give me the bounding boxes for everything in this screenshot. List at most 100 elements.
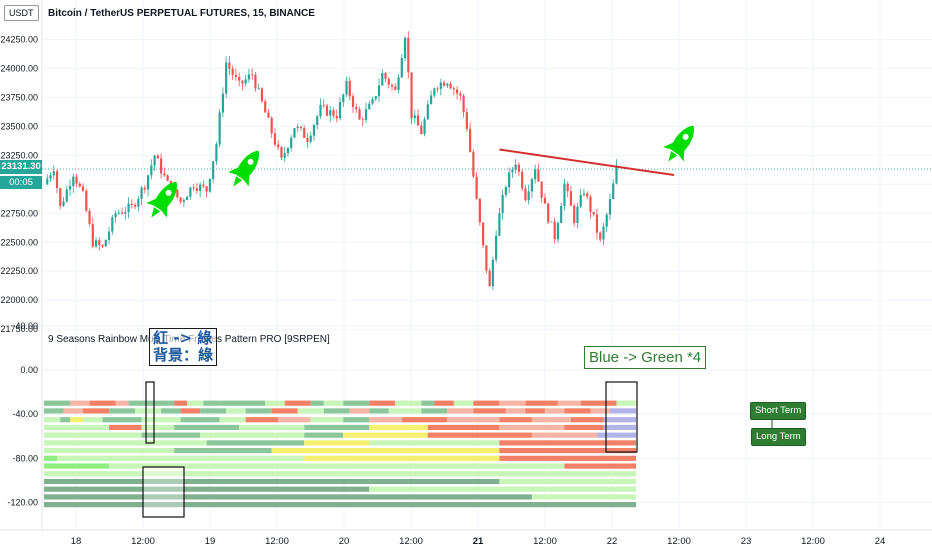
ribbon-segment bbox=[473, 408, 506, 414]
ribbon-segment bbox=[531, 494, 636, 500]
time-tick-label: 23 bbox=[741, 536, 752, 547]
candle-body bbox=[85, 190, 88, 211]
candle-body bbox=[413, 115, 416, 119]
candle-body bbox=[472, 151, 475, 177]
rocket-icon bbox=[146, 181, 177, 218]
ribbon-segment bbox=[499, 424, 565, 431]
candle-body bbox=[550, 221, 553, 223]
candle-body bbox=[530, 179, 534, 192]
ribbon-segment bbox=[603, 417, 636, 423]
candle-body bbox=[455, 89, 459, 94]
candle-body bbox=[608, 199, 612, 215]
ribbon-segment bbox=[44, 424, 110, 431]
candle-body bbox=[270, 117, 273, 134]
ribbon-segment bbox=[304, 455, 500, 461]
ribbon-segment bbox=[421, 400, 435, 406]
candle-body bbox=[429, 95, 433, 105]
candle-body bbox=[46, 178, 49, 185]
rocket-body bbox=[670, 125, 694, 156]
ribbon-segment bbox=[44, 463, 110, 469]
ribbon-segment bbox=[70, 400, 90, 406]
ribbon-segment bbox=[44, 494, 532, 500]
ribbon-segment bbox=[590, 408, 610, 414]
blue-to-green-note: Blue -> Green *4 bbox=[584, 346, 707, 369]
candle-body bbox=[120, 212, 124, 214]
short-term-label[interactable]: Short Term bbox=[750, 402, 807, 420]
candle-body bbox=[543, 197, 547, 204]
rocket-fin-right bbox=[678, 146, 685, 162]
candle-body bbox=[416, 115, 420, 126]
candle-body bbox=[527, 191, 530, 201]
time-tick-label: 21 bbox=[473, 536, 484, 547]
candle-body bbox=[306, 137, 309, 142]
candle-body bbox=[605, 214, 608, 227]
candle-body bbox=[397, 77, 400, 90]
indicator-tick-label: 0.00 bbox=[20, 365, 38, 375]
candle-body bbox=[55, 171, 59, 189]
candle-body bbox=[231, 68, 234, 76]
indicator-tick-label: -40.00 bbox=[12, 409, 38, 419]
candle-body bbox=[436, 88, 439, 90]
ribbon-segment bbox=[63, 408, 84, 414]
time-tick-label: 19 bbox=[205, 536, 216, 547]
candle-body bbox=[351, 96, 355, 108]
candle-body bbox=[81, 186, 85, 191]
candle-body bbox=[303, 127, 306, 138]
symbol-title: Bitcoin / TetherUS PERPETUAL FUTURES, 15… bbox=[48, 8, 315, 19]
candle-body bbox=[124, 212, 127, 214]
candle-body bbox=[260, 88, 264, 102]
candle-body bbox=[143, 187, 146, 190]
candle-body bbox=[377, 85, 381, 97]
ribbon-segment bbox=[271, 408, 298, 414]
candle-body bbox=[338, 102, 342, 119]
ribbon-segment bbox=[609, 408, 636, 414]
ribbon-segment bbox=[570, 417, 604, 423]
candle-body bbox=[556, 223, 560, 240]
ribbon-segment bbox=[57, 455, 305, 461]
ribbon-segment bbox=[323, 408, 350, 414]
price-tick-label: 21750.00 bbox=[0, 324, 38, 334]
ribbon-segment bbox=[128, 400, 175, 406]
ribbon-segment bbox=[174, 400, 188, 406]
ribbon-segment bbox=[180, 408, 201, 414]
currency-badge[interactable]: USDT bbox=[4, 5, 39, 21]
ribbon-segment bbox=[473, 400, 500, 406]
candle-body bbox=[309, 135, 312, 142]
candle-body bbox=[163, 173, 166, 176]
ribbon-segment bbox=[219, 417, 246, 423]
candle-body bbox=[394, 86, 397, 90]
red-to-green-note: 紅 -> 綠 背景：綠 bbox=[149, 328, 218, 366]
ribbon-segment bbox=[297, 408, 324, 414]
candle-body bbox=[364, 109, 368, 120]
ribbon-segment bbox=[141, 432, 201, 438]
ribbon-segment bbox=[580, 400, 617, 406]
candle-body bbox=[566, 183, 569, 192]
candle-body bbox=[475, 176, 478, 199]
candle-body bbox=[612, 183, 615, 200]
ribbon-segment bbox=[310, 417, 344, 423]
long-term-label[interactable]: Long Term bbox=[751, 428, 806, 446]
ribbon-segment bbox=[349, 408, 370, 414]
ribbon-segment bbox=[499, 440, 636, 446]
red-to-green-line-1: 紅 -> 綠 bbox=[153, 329, 213, 347]
ribbon-segment bbox=[44, 408, 64, 414]
candle-body bbox=[280, 147, 283, 158]
ribbon-segment bbox=[499, 417, 532, 423]
candle-body bbox=[563, 183, 566, 206]
candle-body bbox=[595, 214, 599, 233]
candle-body bbox=[52, 171, 55, 176]
candle-body bbox=[286, 148, 290, 154]
ribbon-segment bbox=[109, 463, 565, 469]
candle-body bbox=[221, 93, 225, 113]
indicator-tick-label: -120.00 bbox=[7, 497, 38, 507]
candle-body bbox=[199, 184, 202, 191]
candle-body bbox=[508, 172, 511, 188]
ribbon-segment bbox=[401, 417, 448, 423]
candle-body bbox=[238, 76, 241, 81]
ribbon-segment bbox=[44, 455, 58, 461]
candle-body bbox=[573, 205, 576, 223]
candle-body bbox=[348, 80, 351, 97]
candle-body bbox=[491, 259, 494, 287]
ribbon-segment bbox=[544, 408, 565, 414]
ribbon-segment bbox=[499, 400, 526, 406]
